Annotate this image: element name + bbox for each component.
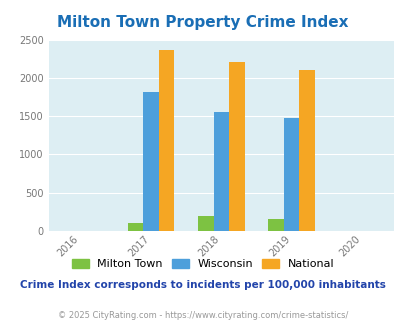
Bar (158, 50, 174, 231)
Bar (283, 118, 299, 231)
Text: Crime Index corresponds to incidents per 100,000 inhabitants: Crime Index corresponds to incidents per… (20, 280, 385, 290)
Bar (198, 216, 213, 231)
Text: Milton Town Property Crime Index: Milton Town Property Crime Index (57, 15, 348, 30)
Bar (228, 62, 244, 231)
Bar (143, 92, 158, 231)
Bar (213, 112, 228, 231)
Legend: Milton Town, Wisconsin, National: Milton Town, Wisconsin, National (67, 255, 338, 274)
Bar (268, 219, 283, 231)
Text: © 2025 CityRating.com - https://www.cityrating.com/crime-statistics/: © 2025 CityRating.com - https://www.city… (58, 311, 347, 320)
Bar (299, 70, 314, 231)
Bar (127, 223, 143, 231)
